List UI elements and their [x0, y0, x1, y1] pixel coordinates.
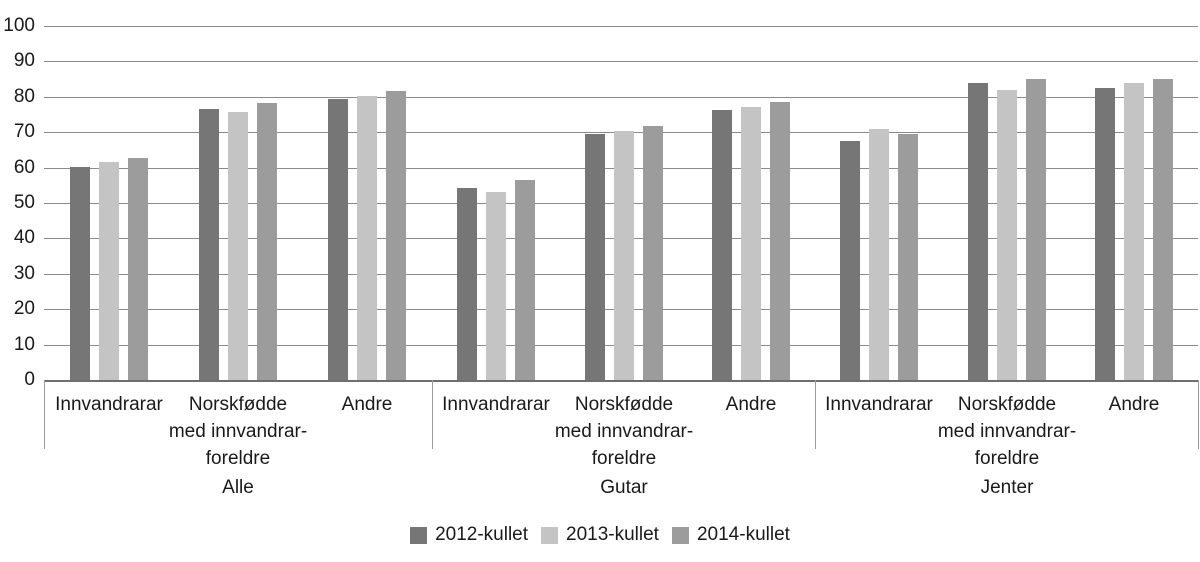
legend-item-2012: 2012-kullet [410, 524, 528, 546]
category-label-jenter-andre: Andre [1034, 391, 1200, 418]
bar-jenter-norskfodde-2012 [968, 83, 988, 380]
category-label-line: med innvandrar- [168, 421, 308, 442]
category-label-alle-norskfodde: Norskfødde med innvandrar-foreldre [138, 391, 338, 472]
category-label-line: Andre [725, 394, 777, 415]
bar-gutar-norskfodde-2013 [614, 131, 634, 380]
category-label-gutar-norskfodde: Norskfødde med innvandrar-foreldre [524, 391, 724, 472]
x-axis [44, 380, 1198, 382]
legend-item-2014: 2014-kullet [671, 524, 790, 546]
y-tick-label-30: 30 [13, 263, 35, 284]
gridline-100 [44, 26, 1198, 27]
bar-alle-norskfodde-2013 [228, 112, 248, 380]
group-label-jenter: Jenter [980, 477, 1034, 498]
group-bracket-0 [44, 380, 45, 449]
bar-alle-andre-2013 [357, 96, 377, 380]
gridline-90 [44, 61, 1198, 62]
bar-gutar-norskfodde-2012 [585, 134, 605, 380]
category-label-line: Innvandrarar [825, 394, 933, 415]
category-label-alle-andre: Andre [267, 391, 467, 418]
category-label-line: med innvandrar- [554, 421, 694, 442]
bar-alle-innvandrarar-2014 [128, 158, 148, 380]
y-tick-label-70: 70 [13, 121, 35, 142]
group-label-alle: Alle [222, 477, 254, 498]
bar-gutar-andre-2012 [712, 110, 732, 380]
category-label-line: Norskfødde [957, 394, 1057, 415]
category-label-alle-innvandrarar: Innvandrarar [9, 391, 209, 418]
y-tick-label-80: 80 [13, 86, 35, 107]
bar-gutar-andre-2013 [741, 107, 761, 380]
y-tick-label-100: 100 [3, 15, 35, 36]
category-label-line: Norskfødde [188, 394, 288, 415]
bar-jenter-innvandrarar-2013 [869, 129, 889, 380]
category-label-line: foreldre [591, 448, 657, 469]
category-label-line: Norskfødde [574, 394, 674, 415]
bar-jenter-innvandrarar-2014 [898, 134, 918, 380]
legend: 2012-kullet 2013-kullet 2014-kullet [0, 524, 1200, 546]
y-tick-label-20: 20 [13, 298, 35, 319]
category-label-line: Innvandrarar [442, 394, 550, 415]
bar-jenter-andre-2012 [1095, 88, 1115, 380]
bar-alle-norskfodde-2012 [199, 109, 219, 380]
category-label-line: Andre [341, 394, 393, 415]
category-label-jenter-innvandrarar: Innvandrarar [779, 391, 979, 418]
y-tick-label-60: 60 [13, 157, 35, 178]
category-label-line: med innvandrar- [937, 421, 1077, 442]
bar-alle-andre-2012 [328, 99, 348, 380]
y-tick-label-50: 50 [13, 192, 35, 213]
bar-alle-innvandrarar-2012 [70, 167, 90, 380]
bar-alle-norskfodde-2014 [257, 103, 277, 380]
bar-gutar-innvandrarar-2013 [486, 192, 506, 380]
legend-label: 2012-kullet [435, 524, 529, 545]
category-label-line: foreldre [974, 448, 1040, 469]
category-label-jenter-norskfodde: Norskfødde med innvandrar-foreldre [907, 391, 1107, 472]
category-label-gutar-andre: Andre [651, 391, 851, 418]
category-label-line: foreldre [205, 448, 271, 469]
bar-jenter-andre-2014 [1153, 79, 1173, 380]
legend-label: 2014-kullet [696, 524, 790, 545]
y-tick-label-10: 10 [13, 334, 35, 355]
bar-alle-innvandrarar-2013 [99, 162, 119, 380]
legend-marker-2013 [541, 526, 559, 544]
y-tick-label-90: 90 [13, 50, 35, 71]
y-tick-label-40: 40 [13, 227, 35, 248]
legend-marker-2014 [671, 526, 689, 544]
bar-jenter-norskfodde-2013 [997, 90, 1017, 380]
bar-jenter-andre-2013 [1124, 83, 1144, 380]
gridline-80 [44, 97, 1198, 98]
bar-gutar-andre-2014 [770, 102, 790, 380]
bar-alle-andre-2014 [386, 91, 406, 380]
bar-jenter-norskfodde-2014 [1026, 79, 1046, 380]
bar-gutar-norskfodde-2014 [643, 126, 663, 380]
bar-jenter-innvandrarar-2012 [840, 141, 860, 380]
bar-gutar-innvandrarar-2014 [515, 180, 535, 380]
legend-item-2013: 2013-kullet [541, 524, 659, 546]
group-bracket-3 [1198, 380, 1199, 449]
group-bracket-2 [815, 380, 816, 449]
y-tick-label-0: 0 [24, 369, 35, 390]
group-label-gutar: Gutar [600, 477, 648, 498]
bar-gutar-innvandrarar-2012 [457, 188, 477, 380]
legend-marker-2012 [410, 526, 428, 544]
group-bracket-1 [432, 380, 433, 449]
legend-label: 2013-kullet [566, 524, 659, 545]
category-label-line: Andre [1108, 394, 1160, 415]
category-label-gutar-innvandrarar: Innvandrarar [396, 391, 596, 418]
category-label-line: Innvandrarar [55, 394, 163, 415]
